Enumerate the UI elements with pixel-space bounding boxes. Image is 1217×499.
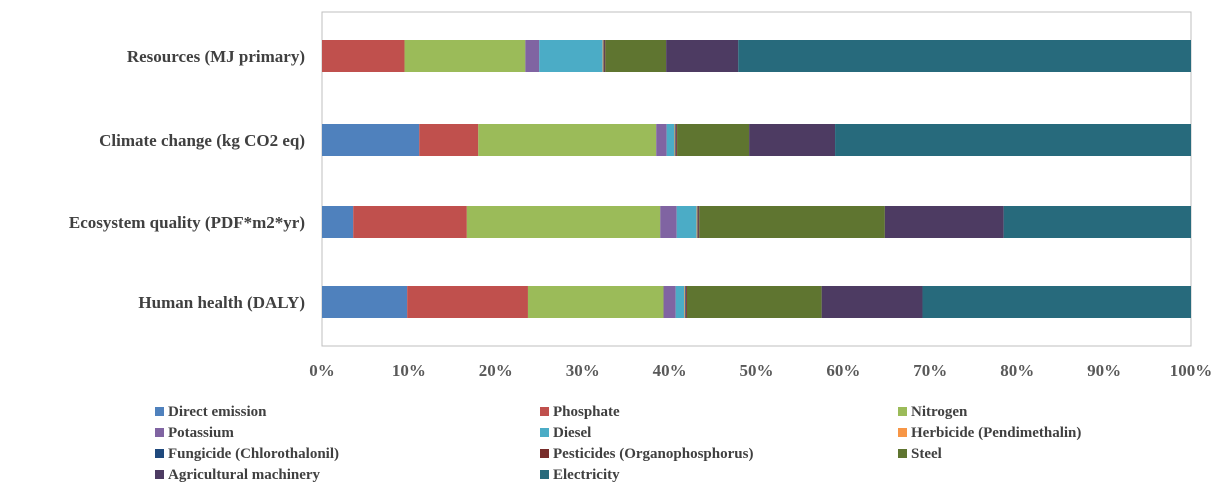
bar-segment <box>478 124 657 156</box>
legend-label: Direct emission <box>168 404 267 420</box>
legend-label: Herbicide (Pendimethalin) <box>911 425 1081 441</box>
bar-segment <box>675 124 677 156</box>
bar-segment <box>738 40 1191 72</box>
x-tick-label: 60% <box>826 361 860 380</box>
bar-segment <box>656 124 667 156</box>
x-tick-label: 90% <box>1087 361 1121 380</box>
x-tick-label: 30% <box>566 361 600 380</box>
bar-segment <box>419 124 479 156</box>
legend-item: Agricultural machinery <box>155 467 321 483</box>
legend-swatch <box>898 428 907 437</box>
legend-swatch <box>898 407 907 416</box>
bar-segment <box>821 286 923 318</box>
category-label: Climate change (kg CO2 eq) <box>99 131 305 150</box>
legend-swatch <box>155 449 164 458</box>
legend-item: Nitrogen <box>898 404 968 420</box>
legend-swatch <box>540 449 549 458</box>
bar-segment <box>686 286 687 318</box>
bar-segment <box>404 40 526 72</box>
x-tick-label: 100% <box>1170 361 1213 380</box>
legend-swatch <box>540 407 549 416</box>
category-labels: Resources (MJ primary) Climate change (kg… <box>69 47 305 312</box>
bar-segment <box>685 286 687 318</box>
category-label: Resources (MJ primary) <box>127 47 305 66</box>
bar-segment <box>666 124 675 156</box>
legend-item: Electricity <box>540 467 620 483</box>
bar-segment <box>539 40 603 72</box>
legend-swatch <box>540 428 549 437</box>
bar-segment <box>835 124 1191 156</box>
legend-label: Potassium <box>168 425 234 441</box>
x-tick-label: 40% <box>653 361 687 380</box>
legend-swatch <box>540 470 549 479</box>
legend-item: Diesel <box>540 425 591 441</box>
bar-segment <box>353 206 467 238</box>
legend-item: Steel <box>898 446 942 462</box>
bar-segment <box>884 206 1004 238</box>
legend-item: Phosphate <box>540 404 620 420</box>
x-tick-label: 10% <box>392 361 426 380</box>
bar-segment <box>696 206 698 238</box>
category-label: Human health (DALY) <box>138 293 305 312</box>
bar-segment <box>676 206 697 238</box>
legend-swatch <box>155 407 164 416</box>
bar-segment <box>697 206 699 238</box>
bar-segment <box>922 286 1191 318</box>
bar-segment <box>525 40 540 72</box>
legend-item: Direct emission <box>155 404 267 420</box>
x-tick-label: 0% <box>309 361 335 380</box>
legend-label: Nitrogen <box>911 404 968 420</box>
bar-segment <box>660 206 677 238</box>
bar-segment <box>602 40 604 72</box>
x-tick-label: 80% <box>1000 361 1034 380</box>
bar-segment <box>1003 206 1191 238</box>
legend-label: Pesticides (Organophosphorus) <box>553 446 753 462</box>
legend-label: Electricity <box>553 467 620 483</box>
legend-label: Steel <box>911 446 942 462</box>
x-axis-tick-labels: 0% 10% 20% 30% 40% 50% 60% 70% 80% 90% 100% <box>309 361 1212 380</box>
legend-label: Diesel <box>553 425 591 441</box>
bar-segment <box>684 286 686 318</box>
bar-segment <box>466 206 661 238</box>
legend-item: Pesticides (Organophosphorus) <box>540 446 753 462</box>
legend-item: Herbicide (Pendimethalin) <box>898 425 1081 441</box>
bar-segment <box>322 124 420 156</box>
bars-group <box>322 40 1191 318</box>
bar-segment <box>663 286 676 318</box>
bar-segment <box>749 124 836 156</box>
bar-segment <box>686 286 822 318</box>
bar-segment <box>675 286 685 318</box>
legend-swatch <box>155 470 164 479</box>
legend-item: Fungicide (Chlorothalonil) <box>155 446 339 462</box>
legend-swatch <box>155 428 164 437</box>
bar-segment <box>527 286 664 318</box>
bar-segment <box>322 40 405 72</box>
legend-swatch <box>898 449 907 458</box>
bar-segment <box>698 206 700 238</box>
legend-label: Fungicide (Chlorothalonil) <box>168 446 339 462</box>
bar-segment <box>699 206 885 238</box>
x-tick-label: 50% <box>740 361 774 380</box>
bar-segment <box>676 124 678 156</box>
bar-segment <box>322 206 354 238</box>
bar-segment <box>407 286 528 318</box>
bar-segment <box>604 40 606 72</box>
x-tick-label: 70% <box>913 361 947 380</box>
category-label: Ecosystem quality (PDF*m2*yr) <box>69 213 305 232</box>
bar-segment <box>666 40 739 72</box>
plot-area-frame <box>321 11 1192 347</box>
legend: Direct emission Phosphate Nitrogen Potassiu… <box>155 404 1081 483</box>
legend-item: Potassium <box>155 425 234 441</box>
bar-segment <box>677 124 750 156</box>
bar-segment <box>603 40 605 72</box>
legend-label: Phosphate <box>553 404 620 420</box>
x-tick-label: 20% <box>479 361 513 380</box>
bar-segment <box>322 286 408 318</box>
bar-segment <box>605 40 667 72</box>
bar-segment <box>674 124 676 156</box>
legend-label: Agricultural machinery <box>168 467 321 483</box>
